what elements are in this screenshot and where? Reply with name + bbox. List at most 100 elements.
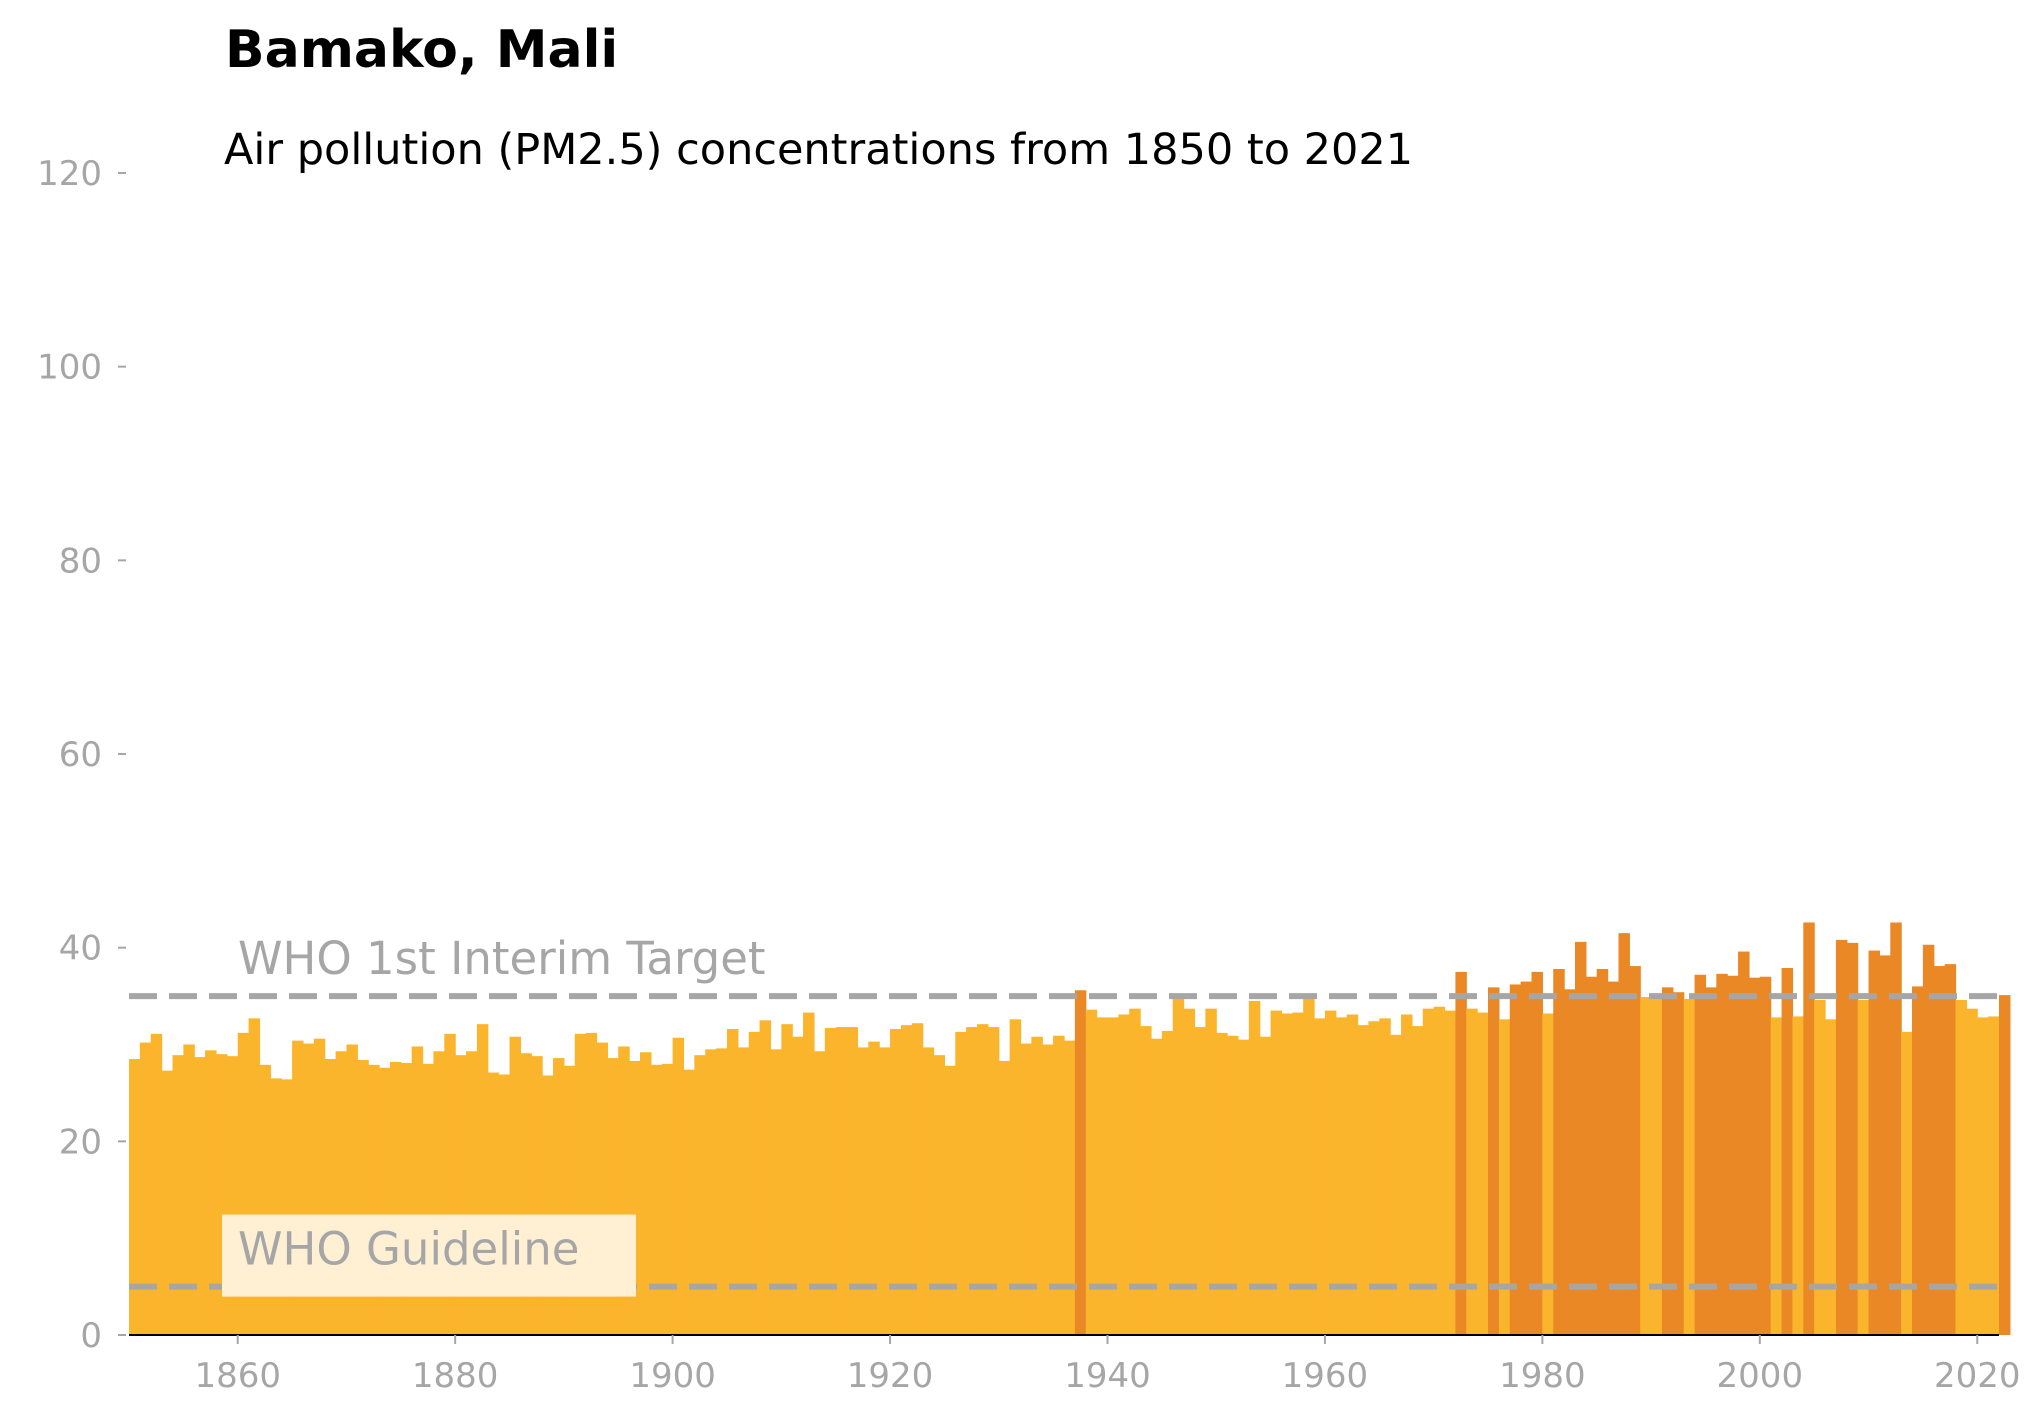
chart-title: Bamako, Mali: [225, 20, 618, 80]
y-tick-label-100: 100: [37, 348, 102, 388]
bar-2006: [1825, 1019, 1837, 1335]
bar-1855: [183, 1044, 195, 1335]
x-tick-label-1960: 1960: [1282, 1356, 1369, 1396]
bar-1968: [1411, 1026, 1424, 1335]
bar-1913: [813, 1051, 826, 1335]
bar-1997: [1727, 975, 1739, 1335]
bar-2012: [1890, 922, 1902, 1335]
bar-1935: [1053, 1035, 1065, 1335]
bar-1963: [1357, 1025, 1370, 1335]
bar-1999: [1748, 977, 1761, 1335]
bar-1901: [683, 1069, 695, 1335]
bar-1949: [1205, 1008, 1217, 1335]
x-axis: 1860 1880 1900 1920 1940 1960 1980 2000 2020: [129, 1334, 2021, 1396]
bars-group: [129, 922, 2011, 1336]
bar-1973: [1466, 1008, 1478, 1335]
bar-1956: [1281, 1013, 1293, 1335]
bar-1897: [639, 1052, 652, 1335]
bar-1857: [205, 1050, 217, 1335]
bar-1886: [520, 1053, 532, 1335]
bar-2013: [1901, 1031, 1913, 1335]
bar-1934: [1042, 1044, 1054, 1335]
bar-1864: [281, 1079, 293, 1335]
bar-2003: [1792, 1016, 1804, 1335]
bar-1863: [270, 1078, 282, 1335]
bar-1879: [444, 1033, 456, 1335]
bar-1921: [900, 1025, 913, 1335]
bar-2015: [1922, 944, 1935, 1335]
bar-1862: [259, 1064, 271, 1335]
bar-2016: [1933, 966, 1946, 1335]
x-tick-label-1940: 1940: [1064, 1356, 1151, 1396]
bar-1952: [1237, 1039, 1250, 1335]
bar-1890: [563, 1065, 576, 1335]
bar-1954: [1259, 1036, 1272, 1335]
bar-1971: [1444, 1010, 1456, 1335]
bar-1989: [1640, 997, 1652, 1335]
bar-1974: [1477, 1012, 1489, 1335]
bar-1878: [433, 1051, 445, 1335]
bar-1931: [1009, 1019, 1022, 1335]
bar-1880: [455, 1055, 467, 1335]
bar-1874: [389, 1061, 402, 1335]
bar-1947: [1183, 1008, 1196, 1335]
bar-2020: [1977, 1017, 1989, 1335]
bar-1979: [1531, 971, 1543, 1336]
bar-1937: [1074, 990, 1087, 1335]
bar-1991: [1661, 987, 1674, 1335]
bar-2019: [1966, 1008, 1978, 1335]
bar-1873: [379, 1067, 391, 1335]
bar-1882: [476, 1024, 489, 1335]
bar-2014: [1912, 986, 1924, 1335]
bar-1985: [1596, 968, 1609, 1335]
bar-1856: [194, 1057, 206, 1335]
bar-1976: [1498, 1019, 1511, 1335]
bar-1884: [498, 1074, 511, 1335]
bar-2017: [1944, 964, 1957, 1335]
bar-1929: [987, 1027, 1000, 1335]
bar-1885: [509, 1036, 521, 1335]
bar-1977: [1509, 984, 1522, 1335]
bar-1994: [1694, 974, 1707, 1335]
bar-1892: [585, 1032, 598, 1335]
bar-1975: [1488, 987, 1500, 1335]
bar-1894: [607, 1058, 619, 1335]
y-tick-label-0: 0: [80, 1316, 102, 1356]
reference-label-0: WHO 1st Interim Target: [238, 932, 766, 985]
bar-1961: [1335, 1017, 1348, 1335]
reference-label-background: [222, 1214, 636, 1297]
bar-2007: [1835, 939, 1848, 1335]
bar-1943: [1140, 1026, 1152, 1335]
y-tick-label-40: 40: [59, 929, 102, 969]
bar-1877: [422, 1063, 435, 1335]
bar-1900: [672, 1037, 685, 1335]
bar-2021: [1988, 1016, 2000, 1335]
bar-1946: [1172, 998, 1185, 1335]
bar-1922: [911, 1023, 924, 1335]
x-tick-label-1920: 1920: [847, 1356, 934, 1396]
bar-1951: [1227, 1035, 1239, 1335]
bar-1953: [1248, 1000, 1261, 1335]
bar-1925: [944, 1065, 956, 1335]
bar-1926: [955, 1031, 967, 1335]
x-tick-label-1880: 1880: [412, 1356, 499, 1396]
bar-1983: [1574, 941, 1587, 1335]
reference-label-background: [222, 924, 830, 991]
bar-1928: [977, 1024, 989, 1335]
bar-1853: [161, 1070, 174, 1335]
bar-1854: [172, 1055, 184, 1335]
bar-1981: [1553, 968, 1565, 1335]
x-tick-label-1900: 1900: [629, 1356, 716, 1396]
bar-1990: [1651, 997, 1663, 1335]
bar-2004: [1803, 922, 1815, 1335]
bar-1871: [357, 1059, 369, 1335]
bar-1909: [770, 1049, 782, 1335]
bar-1966: [1390, 1034, 1402, 1335]
bar-1955: [1270, 1010, 1283, 1335]
bar-1916: [846, 1027, 859, 1335]
bar-1942: [1129, 1008, 1141, 1335]
bar-1908: [759, 1020, 772, 1335]
reference-label-1: WHO Guideline: [238, 1223, 579, 1276]
bar-1993: [1683, 998, 1696, 1335]
